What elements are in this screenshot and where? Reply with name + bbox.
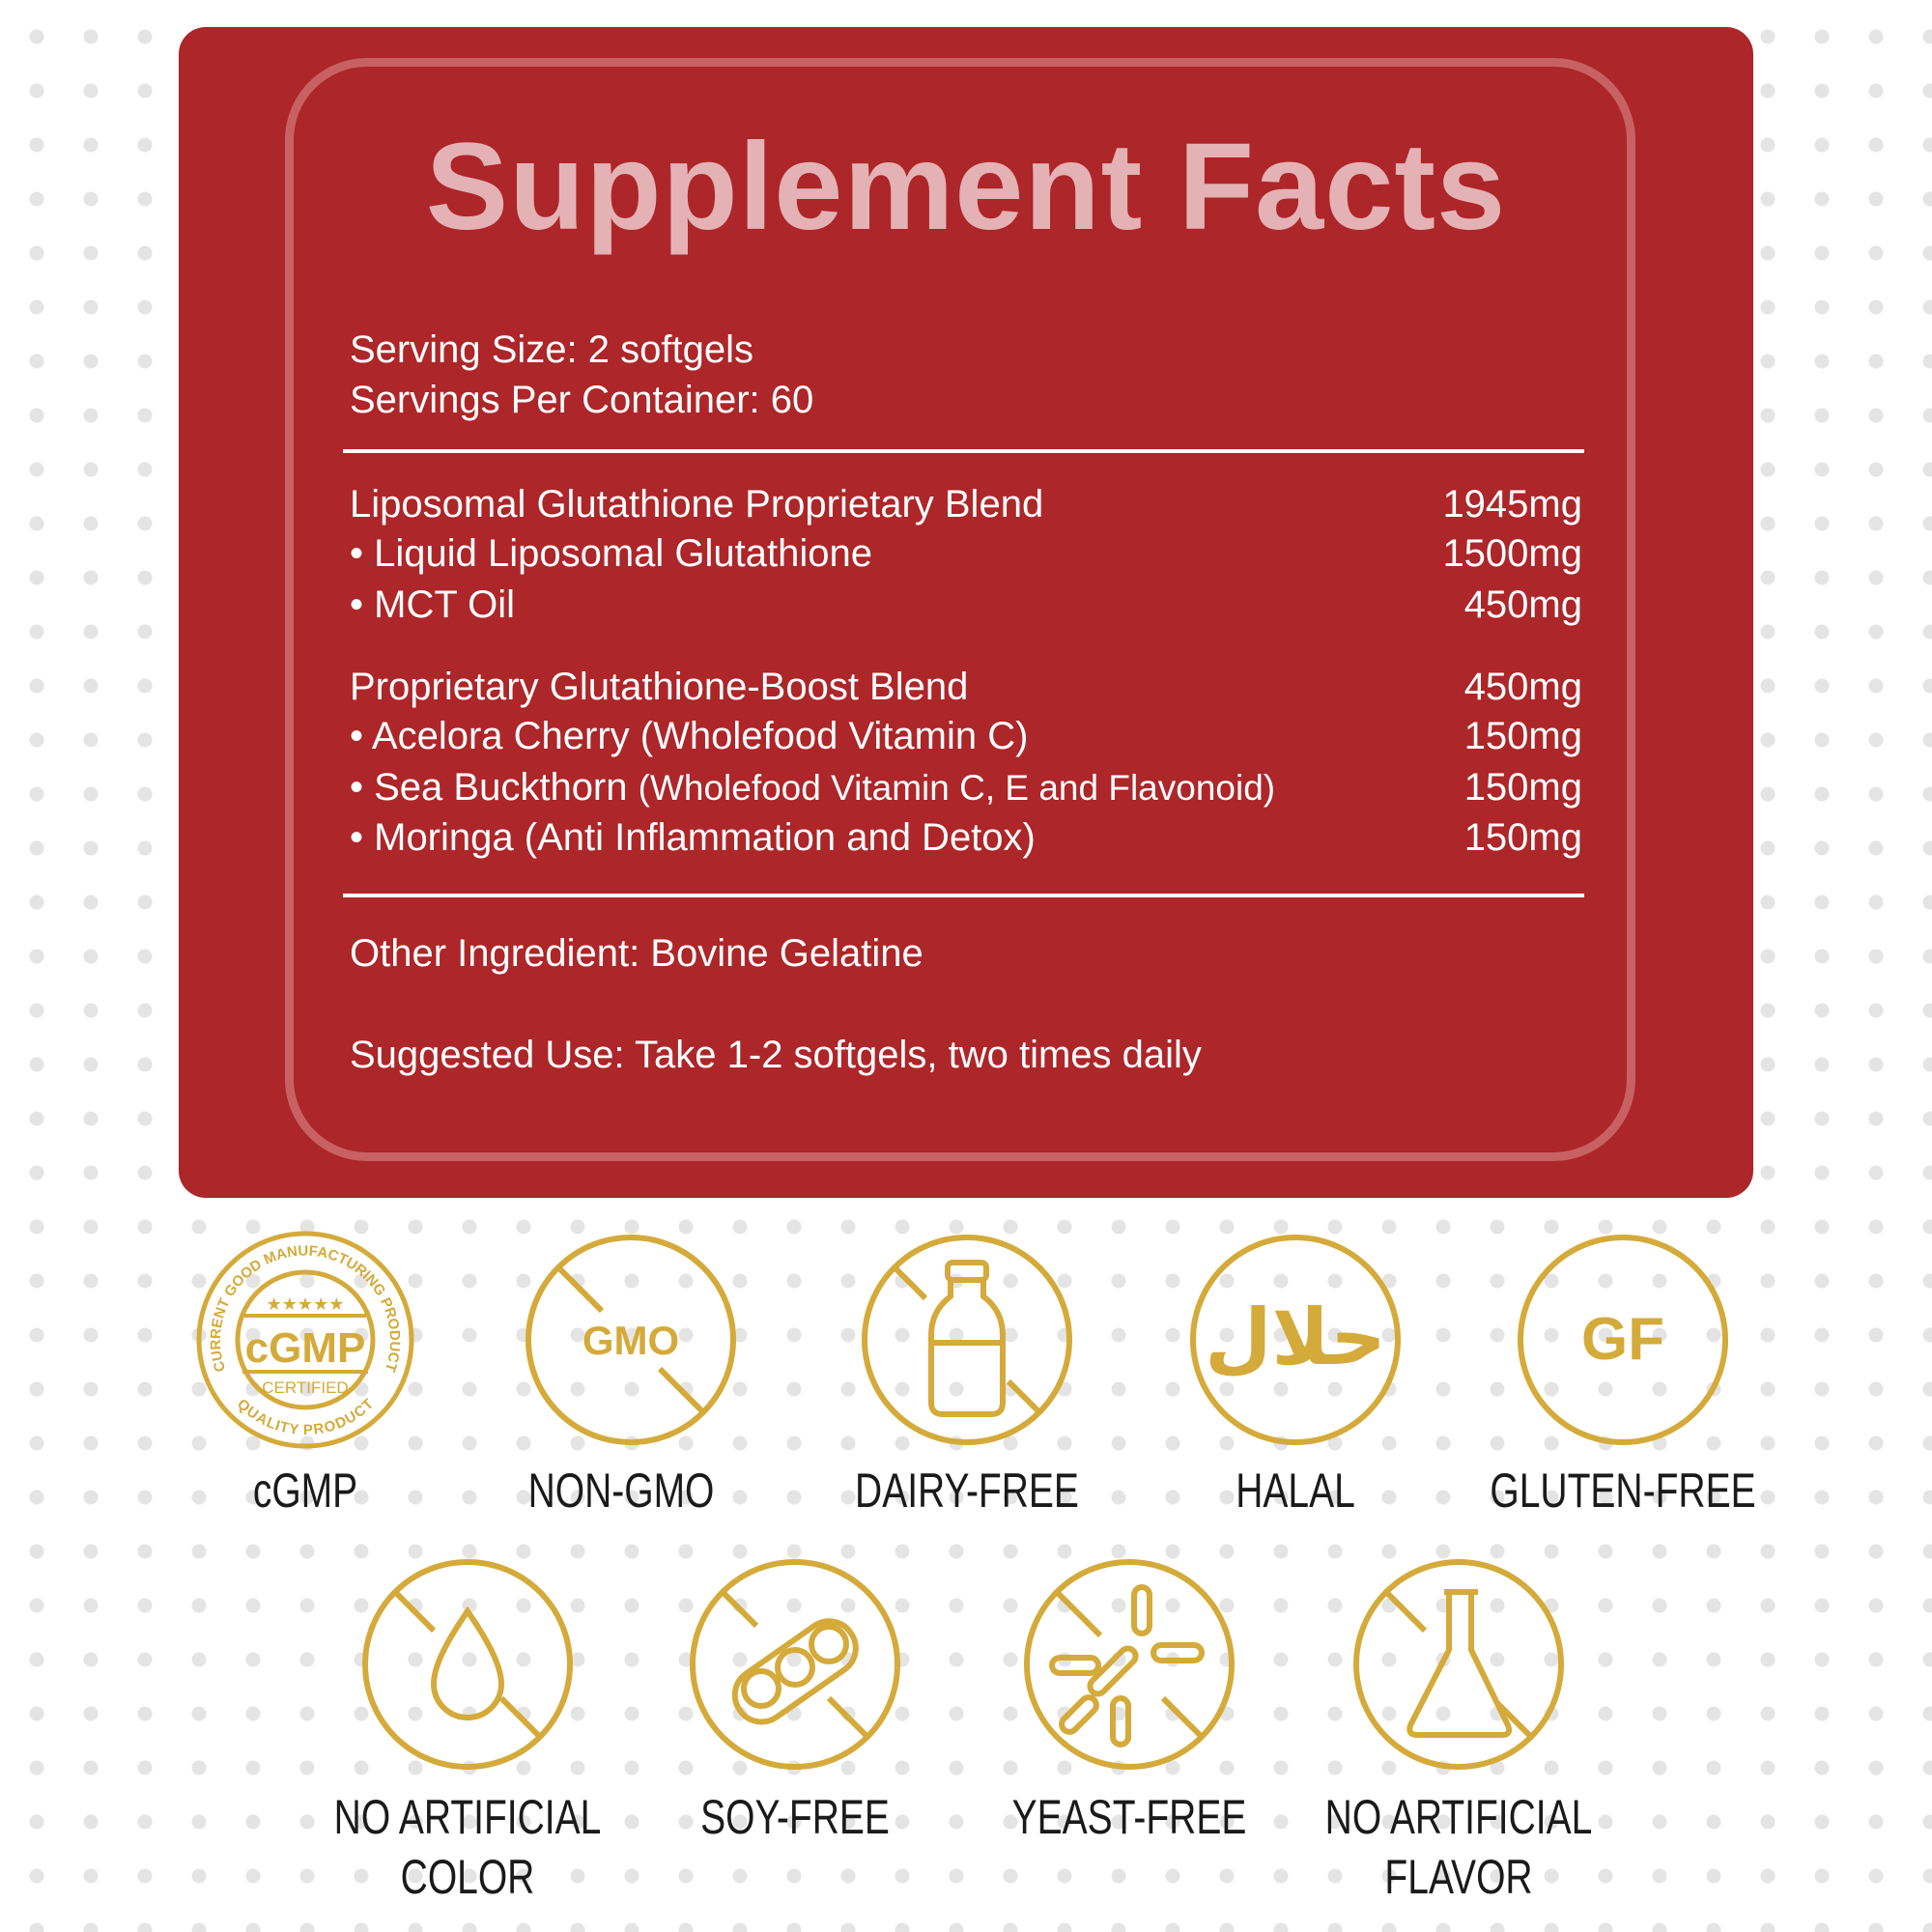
divider [343,449,1584,453]
badge-label-soy-free: SOY-FREE [700,1790,890,1844]
badge-label-gluten-free: GLUTEN-FREE [1490,1463,1756,1518]
ingredient-amount: 150mg [1463,766,1582,809]
label-line: NO ARTIFICIAL [333,1790,602,1844]
serving-size: Serving Size: 2 softgels [350,328,753,371]
ingredient-amount: 1500mg [1442,532,1582,575]
svg-text:★★★★★: ★★★★★ [267,1294,345,1314]
ingredient-amount: 150mg [1463,715,1582,757]
suggested-use: Suggested Use: Take 1-2 softgels, two ti… [350,1034,1202,1076]
badge-label-yeast-free: YEAST-FREE [1011,1790,1247,1844]
ingredient-name: • Acelora Cherry (Wholefood Vitamin C) [350,715,1029,757]
badge-label-no-artificial-color: NO ARTIFICIAL COLOR [295,1787,641,1907]
ingredient-amount: 450mg [1463,583,1582,626]
no-milk-bottle-icon [862,1235,1072,1445]
ingredient-label: • Sea Buckthorn [350,766,628,809]
ingredient-name: • Liquid Liposomal Glutathione [350,532,873,575]
other-ingredient: Other Ingredient: Bovine Gelatine [350,932,923,975]
ingredient-name: Proprietary Glutathione-Boost Blend [350,666,969,708]
svg-text:GF: GF [1581,1306,1664,1373]
badge-label-dairy-free: DAIRY-FREE [855,1463,1079,1518]
label-line: COLOR [400,1850,535,1904]
no-soy-icon [690,1559,900,1770]
badge-label-non-gmo: NON-GMO [527,1463,715,1518]
cgmp-seal-icon: CURRENT GOOD MANUFACTURING PRODUCT QUALI… [196,1231,414,1449]
supplement-facts-panel: Supplement Facts Serving Size: 2 softgel… [179,27,1753,1198]
ingredient-amount: 1945mg [1442,483,1582,526]
page-title: Supplement Facts [425,118,1507,256]
no-gmo-icon: GMO [526,1235,736,1445]
ingredient-name: Liposomal Glutathione Proprietary Blend [350,483,1044,526]
badge-label-no-artificial-flavor: NO ARTIFICIAL FLAVOR [1286,1787,1633,1907]
no-drop-icon [362,1559,573,1770]
label-line: NO ARTIFICIAL [1324,1790,1593,1844]
halal-icon: حلال [1190,1235,1401,1445]
inner-border [285,58,1635,1161]
svg-text:حلال: حلال [1205,1293,1386,1382]
ingredient-amount: 150mg [1463,816,1582,859]
seal-main-text: cGMP [245,1324,366,1372]
svg-text:GMO: GMO [582,1318,679,1363]
no-yeast-icon [1024,1559,1235,1770]
ingredient-note: (Wholefood Vitamin C, E and Flavonoid) [638,768,1276,808]
badge-label-cgmp: cGMP [252,1463,358,1518]
divider [343,894,1584,897]
label-line: FLAVOR [1384,1850,1533,1904]
ingredient-name: • Moringa (Anti Inflammation and Detox) [350,816,1036,859]
badge-label-halal: HALAL [1236,1463,1355,1518]
no-flask-icon [1353,1559,1564,1770]
servings-per-container: Servings Per Container: 60 [350,379,814,421]
ingredient-name: • MCT Oil [350,583,516,626]
gluten-free-icon: GF [1518,1235,1728,1445]
seal-certified-text: CERTIFIED [262,1378,348,1397]
ingredient-name: • Sea Buckthorn (Wholefood Vitamin C, E … [350,764,1275,811]
ingredient-amount: 450mg [1463,666,1582,708]
